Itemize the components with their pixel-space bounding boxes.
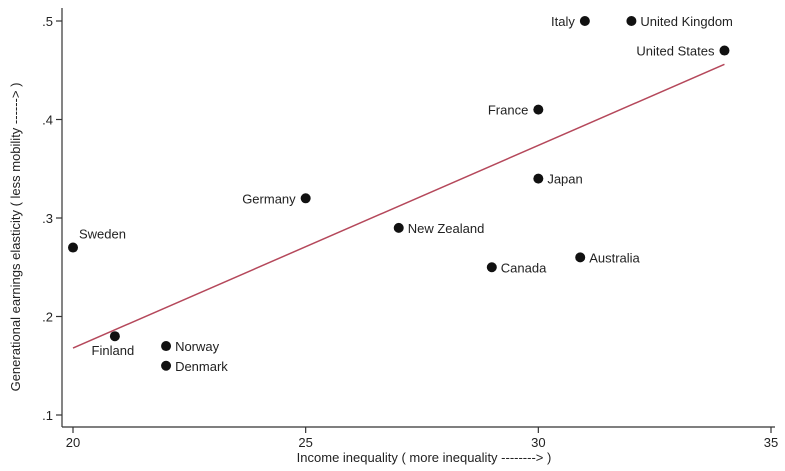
point-label-germany: Germany <box>242 191 296 206</box>
y-tick-label: .2 <box>42 310 53 325</box>
point-finland <box>109 331 120 342</box>
point-label-finland: Finland <box>92 343 135 358</box>
x-axis-title: Income inequality ( more inequality ----… <box>297 450 552 465</box>
point-label-new-zealand: New Zealand <box>408 221 485 236</box>
point-label-australia: Australia <box>589 250 640 265</box>
point-label-sweden: Sweden <box>79 227 126 242</box>
point-label-canada: Canada <box>501 260 547 275</box>
point-united-kingdom <box>626 16 637 26</box>
point-united-states <box>719 45 730 56</box>
point-new-zealand <box>393 222 404 233</box>
point-italy <box>579 16 590 26</box>
point-japan <box>533 173 544 184</box>
point-label-france: France <box>488 103 528 118</box>
point-sweden <box>68 242 78 253</box>
y-tick-label: .3 <box>42 211 53 226</box>
point-label-united-states: United States <box>636 44 715 59</box>
point-label-united-kingdom: United Kingdom <box>640 14 733 29</box>
point-norway <box>161 341 172 352</box>
point-australia <box>575 252 586 263</box>
axes: 20 25 30 35 .1 .2 .3 .4 .5 <box>42 8 778 450</box>
y-tick-label: .4 <box>42 113 53 128</box>
fit-line <box>72 63 725 349</box>
x-tick-label: 30 <box>531 435 545 450</box>
fit-line-layer <box>72 63 725 349</box>
point-label-italy: Italy <box>551 14 575 29</box>
y-axis-title: Generational earnings elasticity ( less … <box>8 83 23 392</box>
point-label-denmark: Denmark <box>175 359 228 374</box>
x-tick-label: 20 <box>66 435 80 450</box>
point-denmark <box>161 360 172 371</box>
point-france <box>533 104 544 115</box>
y-tick-label: .5 <box>42 14 53 29</box>
y-tick-label: .1 <box>42 408 53 423</box>
x-tick-label: 25 <box>298 435 312 450</box>
points-layer: Italy United Kingdom United States France Ja… <box>68 14 733 374</box>
point-label-norway: Norway <box>175 339 220 354</box>
x-tick-label: 35 <box>764 435 778 450</box>
point-canada <box>486 262 497 273</box>
point-germany <box>300 193 311 204</box>
point-label-japan: Japan <box>547 172 582 187</box>
